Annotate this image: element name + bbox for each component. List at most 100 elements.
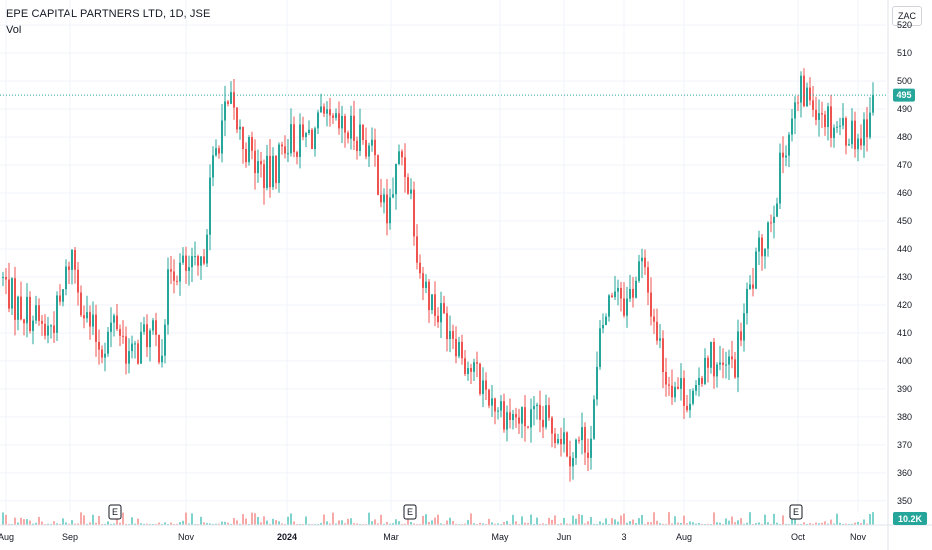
candle <box>767 221 769 257</box>
volume-bar <box>545 523 547 525</box>
price-tick-label: 390 <box>897 384 912 394</box>
volume-bar <box>356 523 358 525</box>
volume-bar <box>74 523 76 525</box>
candle <box>305 131 307 148</box>
candle <box>545 394 547 430</box>
volume-bar <box>767 522 769 525</box>
candle <box>407 173 409 195</box>
candle <box>500 395 502 418</box>
volume-bar <box>194 523 196 525</box>
volume-bar <box>59 523 61 525</box>
volume-bar <box>650 522 652 525</box>
volume-bar <box>368 512 370 525</box>
volume-bar <box>203 522 205 525</box>
earnings-marker[interactable]: E <box>108 504 122 520</box>
candle <box>509 398 511 429</box>
candle <box>44 314 46 340</box>
volume-bar <box>314 523 316 525</box>
volume-bar <box>86 523 88 525</box>
candle <box>803 68 805 108</box>
candle <box>437 307 439 328</box>
volume-bar <box>581 515 583 525</box>
volume-bar <box>815 522 817 525</box>
candle <box>341 105 343 144</box>
volume-bar <box>491 522 493 525</box>
candle <box>428 278 430 323</box>
price-axis[interactable]: 350 360 370 380 390 400 410 420 430 440 450 460 470 4… <box>897 20 912 506</box>
volume-bar <box>746 522 748 525</box>
candle <box>392 177 394 199</box>
candle <box>650 277 652 326</box>
volume-bar <box>173 523 175 525</box>
candle <box>77 262 79 306</box>
volume-bar <box>83 515 85 525</box>
price-tick-label: 350 <box>897 496 912 506</box>
volume-bar <box>638 518 640 525</box>
volume-bar <box>500 523 502 525</box>
volume-bar <box>239 523 241 525</box>
price-tick-label: 400 <box>897 356 912 366</box>
volume-indicator-label[interactable]: Vol <box>6 24 22 36</box>
volume-bar <box>188 523 190 525</box>
candle <box>530 398 532 443</box>
volume-bar <box>26 519 28 525</box>
candle <box>362 124 364 145</box>
candle <box>314 126 316 157</box>
volume-bar <box>251 512 253 525</box>
time-tick-label: 3 <box>621 532 626 542</box>
volume-bar <box>242 514 244 525</box>
candle <box>86 295 88 323</box>
grid <box>0 0 886 512</box>
volume-bar <box>596 523 598 525</box>
candle <box>248 135 250 166</box>
volume-bar <box>620 515 622 525</box>
candle <box>626 286 628 328</box>
volume-bar <box>257 516 259 525</box>
candle <box>440 291 442 339</box>
candle <box>506 405 508 442</box>
volume-bar <box>290 513 292 525</box>
volume-bar <box>77 523 79 525</box>
volume-bar <box>665 523 667 525</box>
candle <box>59 284 61 306</box>
candle <box>809 77 811 106</box>
candle <box>758 230 760 266</box>
volume-bar <box>296 523 298 525</box>
volume-bar <box>161 523 163 525</box>
candle <box>557 433 559 445</box>
earnings-marker-label: E <box>407 507 413 517</box>
volume-bar <box>458 523 460 525</box>
currency-button[interactable]: ZAC <box>892 6 922 26</box>
time-axis[interactable]: Aug Sep Nov 2024 Mar May Jun 3 Aug Oct Nov <box>0 532 866 542</box>
volume-bar <box>431 520 433 525</box>
time-tick-label: Sep <box>62 532 78 542</box>
volume-bar <box>134 523 136 525</box>
candle <box>536 402 538 420</box>
volume-bar <box>227 522 229 525</box>
candle <box>764 248 766 269</box>
candle <box>131 335 133 359</box>
candle <box>848 138 850 146</box>
volume-bar <box>806 523 808 525</box>
volume-bar <box>281 523 283 525</box>
volume-bar <box>623 513 625 525</box>
earnings-marker[interactable]: E <box>789 504 803 520</box>
candle <box>680 363 682 401</box>
candle <box>389 188 391 230</box>
time-tick-label: Jun <box>557 532 572 542</box>
volume-bar <box>380 514 382 525</box>
volume-bar <box>104 523 106 525</box>
volume-bar <box>80 512 82 525</box>
candle <box>365 127 367 160</box>
candle <box>572 452 574 480</box>
volume-bar <box>632 519 634 525</box>
candle <box>515 407 517 429</box>
volume-bar <box>821 522 823 525</box>
price-tick-label: 480 <box>897 132 912 142</box>
candle <box>542 405 544 439</box>
volume-bar <box>287 516 289 525</box>
earnings-marker[interactable]: E <box>403 504 417 520</box>
candle <box>347 130 349 144</box>
